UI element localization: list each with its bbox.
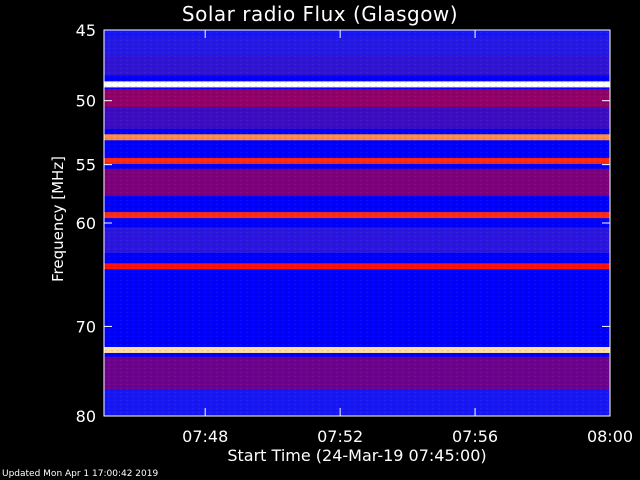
plot-area [103,29,611,417]
spectrogram-texture [104,30,610,416]
chart-title: Solar radio Flux (Glasgow) [181,2,459,26]
y-tick-label: 60 [76,214,96,233]
x-tick-label: 07:48 [182,427,228,446]
updated-timestamp: Updated Mon Apr 1 17:00:42 2019 [2,469,159,479]
y-tick-label: 55 [76,156,96,175]
y-tick-label: 70 [76,317,96,336]
x-tick-label: 07:52 [317,427,363,446]
y-tick-label: 80 [76,407,96,426]
x-tick-label: 08:00 [587,427,633,446]
axis-ticks: 45 50 55 60 70 80 07:48 07:52 07:56 08:00 [76,21,633,446]
y-axis-label: Frequency [MHz] [49,155,67,283]
y-tick-label: 50 [76,92,96,111]
x-tick-label: 07:56 [452,427,498,446]
y-tick-label: 45 [76,21,96,40]
x-axis-label: Start Time (24-Mar-19 07:45:00) [227,446,487,465]
